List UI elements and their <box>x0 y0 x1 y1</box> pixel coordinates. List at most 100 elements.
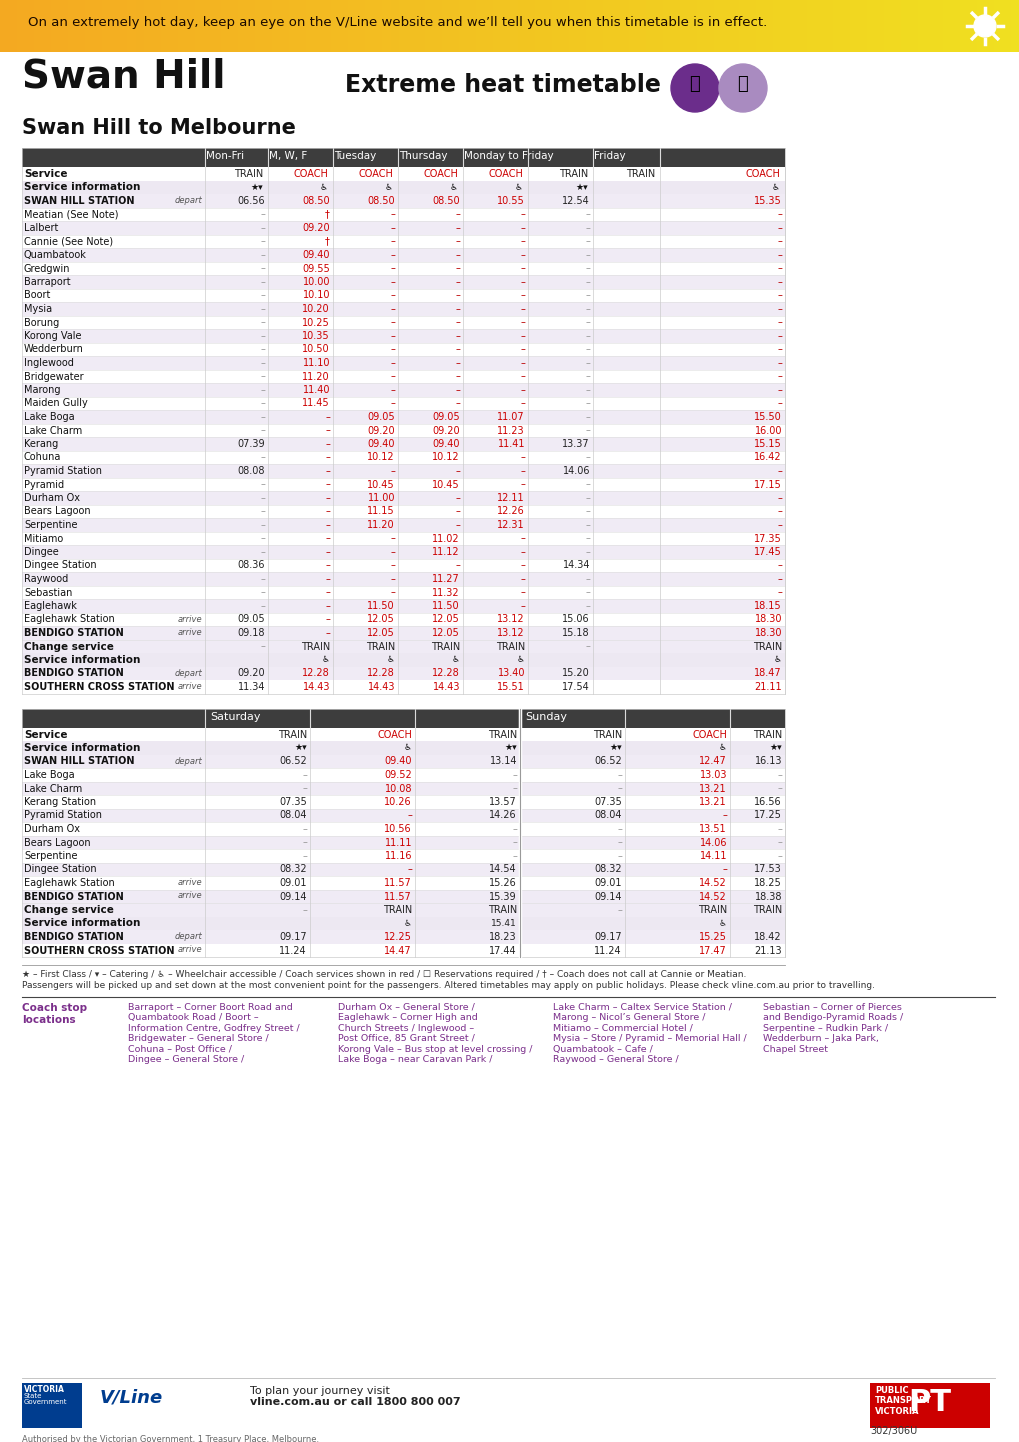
Text: 11.45: 11.45 <box>302 398 330 408</box>
Text: –: – <box>512 851 517 861</box>
Text: Maiden Gully: Maiden Gully <box>24 398 88 408</box>
Text: 12.11: 12.11 <box>497 493 525 503</box>
Text: 09.14: 09.14 <box>594 891 622 901</box>
Text: 08.32: 08.32 <box>279 865 307 874</box>
Text: –: – <box>520 249 525 260</box>
Text: –: – <box>776 561 782 571</box>
Text: –: – <box>776 385 782 395</box>
Text: 14.26: 14.26 <box>489 810 517 820</box>
Text: 18.30: 18.30 <box>754 629 782 637</box>
Bar <box>459 0 468 52</box>
Bar <box>399 0 409 52</box>
Text: –: – <box>302 838 307 848</box>
Text: –: – <box>260 304 265 314</box>
Bar <box>22 545 785 558</box>
Text: –: – <box>454 224 460 234</box>
Text: –: – <box>389 534 394 544</box>
Bar <box>858 0 867 52</box>
Bar <box>552 0 561 52</box>
Text: 16.42: 16.42 <box>754 453 782 463</box>
Bar <box>1002 0 1012 52</box>
Text: –: – <box>260 264 265 274</box>
Text: –: – <box>454 209 460 219</box>
Text: Pyramid: Pyramid <box>24 480 64 489</box>
Text: 10.35: 10.35 <box>302 332 330 340</box>
Text: –: – <box>325 629 330 637</box>
Text: To plan your journey visit: To plan your journey visit <box>250 1386 389 1396</box>
Bar <box>976 0 986 52</box>
Bar <box>145 0 154 52</box>
Text: –: – <box>325 521 330 531</box>
Text: TRAIN: TRAIN <box>487 730 517 740</box>
Text: 08.36: 08.36 <box>237 561 265 571</box>
Text: ♿: ♿ <box>718 919 727 927</box>
Text: –: – <box>325 601 330 611</box>
Bar <box>43 0 52 52</box>
Bar <box>416 0 426 52</box>
Text: 10.10: 10.10 <box>303 290 330 300</box>
Text: 🚆: 🚆 <box>689 75 700 92</box>
Text: ★▾: ★▾ <box>250 183 263 192</box>
Text: Monday to Friday: Monday to Friday <box>464 151 553 162</box>
Bar <box>441 0 451 52</box>
Text: –: – <box>389 587 394 597</box>
Text: 12.31: 12.31 <box>497 521 525 531</box>
Bar <box>756 0 765 52</box>
Text: –: – <box>776 851 782 861</box>
Text: –: – <box>585 304 589 314</box>
Text: –: – <box>776 236 782 247</box>
Bar <box>22 681 785 694</box>
Text: 12.05: 12.05 <box>432 629 460 637</box>
Text: –: – <box>260 493 265 503</box>
Bar <box>22 626 785 639</box>
Text: –: – <box>389 317 394 327</box>
Text: –: – <box>585 587 589 597</box>
Text: –: – <box>721 810 727 820</box>
Bar <box>170 0 179 52</box>
Text: Durham Ox: Durham Ox <box>24 823 79 833</box>
Text: arrive: arrive <box>177 878 202 887</box>
Text: VICTORIA: VICTORIA <box>24 1384 65 1394</box>
Bar <box>705 0 714 52</box>
Text: –: – <box>325 561 330 571</box>
Text: 10.45: 10.45 <box>367 480 394 489</box>
Bar <box>22 835 785 849</box>
Bar <box>8 0 18 52</box>
Bar <box>348 0 358 52</box>
Text: arrive: arrive <box>177 682 202 691</box>
Text: 16.00: 16.00 <box>754 425 782 435</box>
Text: –: – <box>260 412 265 423</box>
Text: BENDIGO STATION: BENDIGO STATION <box>24 891 123 901</box>
Text: vline.com.au or call 1800 800 007: vline.com.au or call 1800 800 007 <box>250 1397 461 1407</box>
Text: BENDIGO STATION: BENDIGO STATION <box>24 629 123 637</box>
Text: 09.05: 09.05 <box>432 412 460 423</box>
Text: –: – <box>260 290 265 300</box>
Bar <box>917 0 926 52</box>
Bar <box>569 0 579 52</box>
Text: 12.28: 12.28 <box>432 669 460 679</box>
Bar <box>892 0 901 52</box>
Text: 13.21: 13.21 <box>699 797 727 808</box>
Bar <box>22 149 785 167</box>
Text: 17.15: 17.15 <box>753 480 782 489</box>
Text: 15.15: 15.15 <box>753 438 782 448</box>
Bar <box>925 0 935 52</box>
Bar <box>247 0 256 52</box>
Text: 15.18: 15.18 <box>561 629 589 637</box>
Text: –: – <box>512 783 517 793</box>
Text: 09.55: 09.55 <box>302 264 330 274</box>
Bar <box>22 369 785 384</box>
Bar <box>22 585 785 598</box>
Bar <box>22 769 785 782</box>
Text: COACH: COACH <box>423 169 458 179</box>
Text: 11.32: 11.32 <box>432 587 460 597</box>
Text: 09.17: 09.17 <box>594 932 622 942</box>
Bar <box>22 208 785 221</box>
Circle shape <box>718 63 766 112</box>
Text: TRAIN: TRAIN <box>558 169 587 179</box>
Text: –: – <box>389 264 394 274</box>
Bar <box>110 0 120 52</box>
Text: –: – <box>389 547 394 557</box>
Text: –: – <box>520 574 525 584</box>
Text: 09.17: 09.17 <box>279 932 307 942</box>
